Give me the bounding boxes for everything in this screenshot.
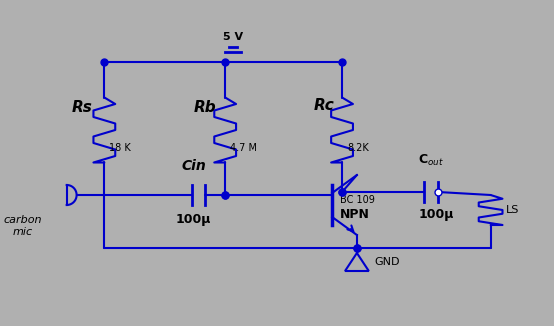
Text: carbon
mic: carbon mic xyxy=(4,215,42,237)
Text: LS: LS xyxy=(505,205,519,215)
Text: 100μ: 100μ xyxy=(418,208,454,221)
Text: 5 V: 5 V xyxy=(223,32,243,42)
Text: Rb: Rb xyxy=(194,100,217,115)
Text: GND: GND xyxy=(375,257,400,267)
Text: Rc: Rc xyxy=(314,97,335,112)
Text: Rs: Rs xyxy=(72,100,93,115)
Text: 100μ: 100μ xyxy=(176,213,211,226)
Text: BC 109: BC 109 xyxy=(340,195,375,205)
Text: 4.7 M: 4.7 M xyxy=(230,143,257,153)
Text: 8.2K: 8.2K xyxy=(347,143,369,153)
Text: NPN: NPN xyxy=(340,209,370,221)
Text: 18 K: 18 K xyxy=(109,143,131,153)
Text: C$_{out}$: C$_{out}$ xyxy=(418,153,444,168)
Text: Cin: Cin xyxy=(181,159,206,173)
